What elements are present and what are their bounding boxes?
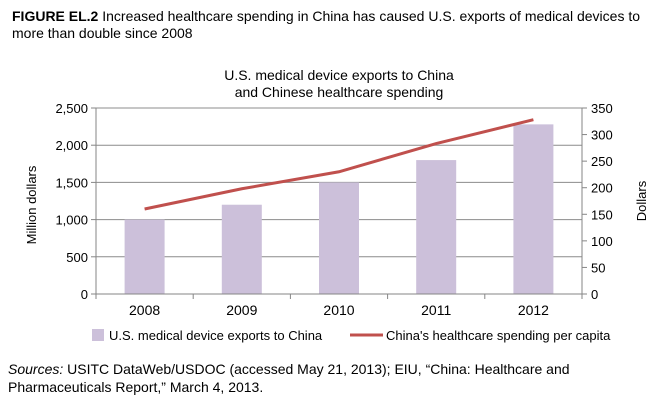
x-tick-label: 2012	[518, 302, 549, 318]
figure-heading: FIGURE EL.2 Increased healthcare spendin…	[12, 8, 652, 42]
y-right-tick-label: 300	[591, 128, 613, 143]
x-tick-label: 2011	[421, 302, 451, 318]
y-left-tick-label: 0	[81, 287, 88, 302]
figure-label: FIGURE EL.2	[12, 8, 99, 24]
chart-title-line: U.S. medical device exports to China	[224, 67, 454, 83]
bar-2010	[319, 182, 359, 294]
y-right-tick-label: 350	[591, 101, 613, 116]
y-right-tick-label: 50	[591, 260, 605, 275]
legend-swatch-exports	[92, 329, 104, 341]
sources-label: Sources:	[8, 361, 64, 377]
y-right-axis-title: Dollars	[634, 180, 649, 221]
sources-text: USITC DataWeb/USDOC (accessed May 21, 20…	[8, 361, 570, 395]
chart-title-line: and Chinese healthcare spending	[235, 84, 444, 100]
y-left-tick-label: 2,500	[55, 101, 88, 116]
y-left-tick-label: 1,500	[55, 175, 88, 190]
y-right-tick-label: 200	[591, 181, 613, 196]
bar-2012	[513, 124, 554, 294]
x-tick-label: 2008	[129, 302, 160, 318]
figure-caption: Increased healthcare spending in China h…	[12, 8, 641, 41]
x-tick-label: 2009	[226, 302, 257, 318]
x-tick-label: 2010	[323, 302, 354, 318]
y-left-tick-label: 500	[66, 250, 88, 265]
y-right-tick-label: 100	[591, 234, 613, 249]
bar-2009	[221, 204, 262, 294]
y-left-tick-label: 1,000	[55, 213, 88, 228]
y-right-tick-label: 150	[591, 207, 613, 222]
y-right-tick-label: 250	[591, 154, 613, 169]
y-left-axis-title: Million dollars	[24, 165, 39, 244]
y-left-tick-label: 2,000	[55, 138, 88, 153]
legend-label-spending: China's healthcare spending per capita	[386, 328, 611, 343]
y-right-tick-label: 0	[591, 287, 598, 302]
sources-note: Sources: USITC DataWeb/USDOC (accessed M…	[8, 360, 648, 396]
bar-2011	[416, 160, 457, 294]
bar-2008	[124, 219, 165, 294]
legend-label-exports: U.S. medical device exports to China	[109, 328, 323, 343]
